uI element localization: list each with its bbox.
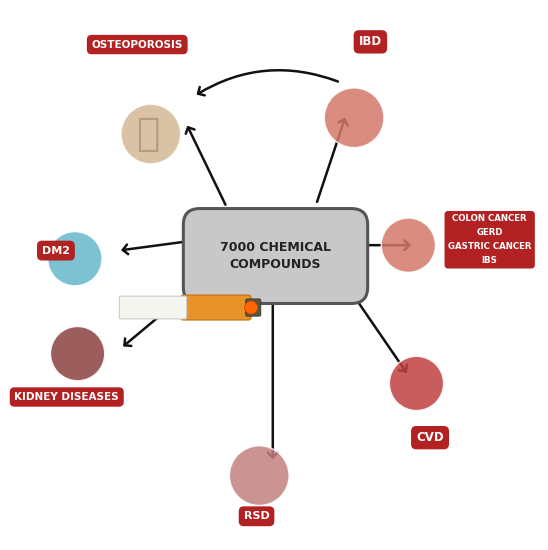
Circle shape xyxy=(390,356,443,410)
Text: DM2: DM2 xyxy=(42,246,70,256)
Text: OSTEOPOROSIS: OSTEOPOROSIS xyxy=(92,40,183,49)
Text: RSD: RSD xyxy=(244,512,270,521)
FancyBboxPatch shape xyxy=(246,299,261,316)
FancyBboxPatch shape xyxy=(184,208,368,304)
Circle shape xyxy=(244,301,258,314)
FancyBboxPatch shape xyxy=(181,295,251,320)
Circle shape xyxy=(381,218,436,272)
Text: 7000 CHEMICAL
COMPOUNDS: 7000 CHEMICAL COMPOUNDS xyxy=(220,241,331,271)
Text: 🫀: 🫀 xyxy=(356,120,357,121)
Circle shape xyxy=(230,446,289,505)
Circle shape xyxy=(121,104,181,164)
FancyBboxPatch shape xyxy=(119,296,186,319)
Circle shape xyxy=(324,88,384,147)
Text: COLON CANCER
GERD
GASTRIC CANCER
IBS: COLON CANCER GERD GASTRIC CANCER IBS xyxy=(448,214,532,265)
Text: IBD: IBD xyxy=(359,35,382,48)
Text: 🫁: 🫁 xyxy=(353,123,355,124)
Circle shape xyxy=(48,232,102,286)
Text: 🦴: 🦴 xyxy=(136,115,160,153)
Text: CVD: CVD xyxy=(416,431,444,444)
Text: KIDNEY DISEASES: KIDNEY DISEASES xyxy=(14,392,119,402)
Circle shape xyxy=(50,327,105,381)
